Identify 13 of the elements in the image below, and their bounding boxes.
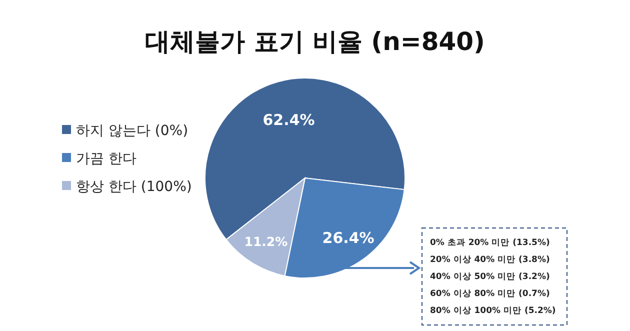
text: 20% 이상 40% 미만 (3.8%)	[430, 255, 550, 265]
text: 0% 초과 20% 미만 (13.5%)	[430, 238, 550, 248]
data-label: 62.4%	[262, 111, 315, 130]
text: 60% 이상 80% 미만 (0.7%)	[430, 289, 550, 299]
text: 40% 이상 50% 미만 (3.2%)	[430, 272, 550, 282]
legend-label: 하지 않는다 (0%)	[76, 123, 188, 139]
legend-label: 가끔 한다	[76, 151, 136, 167]
data-label: 11.2%	[244, 234, 288, 249]
text: 80% 이상 100% 미만 (5.2%)	[430, 306, 556, 316]
chart-title: 대체불가 표기 비율 (n=840)	[145, 27, 485, 56]
legend-label: 항상 한다 (100%)	[76, 179, 192, 195]
data-label: 26.4%	[322, 228, 374, 247]
pie-slice	[226, 178, 306, 276]
